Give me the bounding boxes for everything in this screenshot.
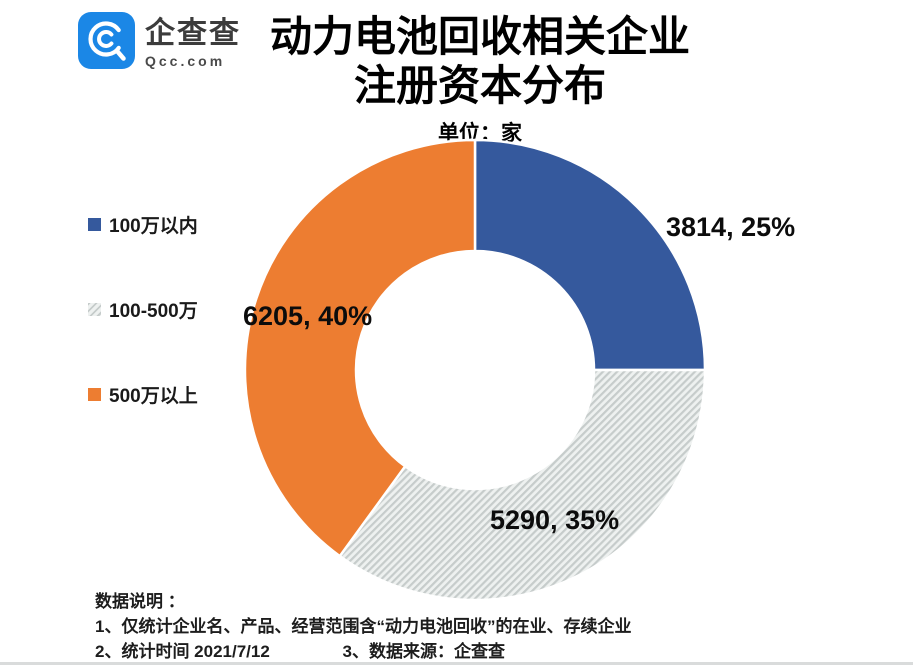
legend-swatch-hatch <box>88 302 101 316</box>
data-label-under-100w: 3814, 25% <box>666 212 796 242</box>
qcc-logo: 企查查 Qcc.com <box>78 12 241 69</box>
notes-line2: 2、统计时间 2021/7/12 3、数据来源：企查查 <box>95 639 631 664</box>
legend-item-under-100w: 100万以内 <box>88 212 198 237</box>
qcc-logo-domain: Qcc.com <box>145 53 226 69</box>
chart-title-line1: 动力电池回收相关企业 <box>269 13 691 60</box>
legend-label: 100-500万 <box>109 300 198 322</box>
legend-label: 100万以内 <box>109 215 198 237</box>
notes-line2-time: 2、统计时间 2021/7/12 <box>95 642 270 661</box>
notes-heading: 数据说明 ： <box>95 592 185 611</box>
notes-line1: 1、仅统计企业名、产品、经营范围含“动力电池回收”的在业、存续企业 <box>95 617 632 636</box>
chart-title-line2: 注册资本分布 <box>353 62 607 109</box>
chart-unit-label: 单位：家 <box>437 122 522 145</box>
data-notes: 数据说明 ： 1、仅统计企业名、产品、经营范围含“动力电池回收”的在业、存续企业… <box>95 589 631 664</box>
data-label-100-500w: 5290, 35% <box>490 505 620 535</box>
slice-over-500w <box>243 138 477 558</box>
qcc-logo-icon <box>78 12 135 69</box>
chart-legend: 100万以内 100-500万 500万以上 <box>88 212 198 467</box>
legend-label: 500万以上 <box>109 385 198 407</box>
data-label-over-500w: 6205, 40% <box>243 301 373 331</box>
legend-swatch-orange <box>88 387 101 401</box>
notes-line2-source: 3、数据来源：企查查 <box>342 642 506 661</box>
chart-title-block: 动力电池回收相关企业 注册资本分布 单位：家 <box>270 12 690 147</box>
slice-under-100w <box>473 138 707 372</box>
qcc-logo-text: 企查查 Qcc.com <box>145 17 241 70</box>
legend-swatch-blue <box>88 217 101 231</box>
legend-item-over-500w: 500万以上 <box>88 382 198 407</box>
legend-item-100-500w: 100-500万 <box>88 297 198 322</box>
slice-100-500w <box>338 368 707 602</box>
donut-chart <box>243 138 707 602</box>
qcc-logo-name: 企查查 <box>145 17 241 50</box>
bottom-divider <box>0 662 913 665</box>
